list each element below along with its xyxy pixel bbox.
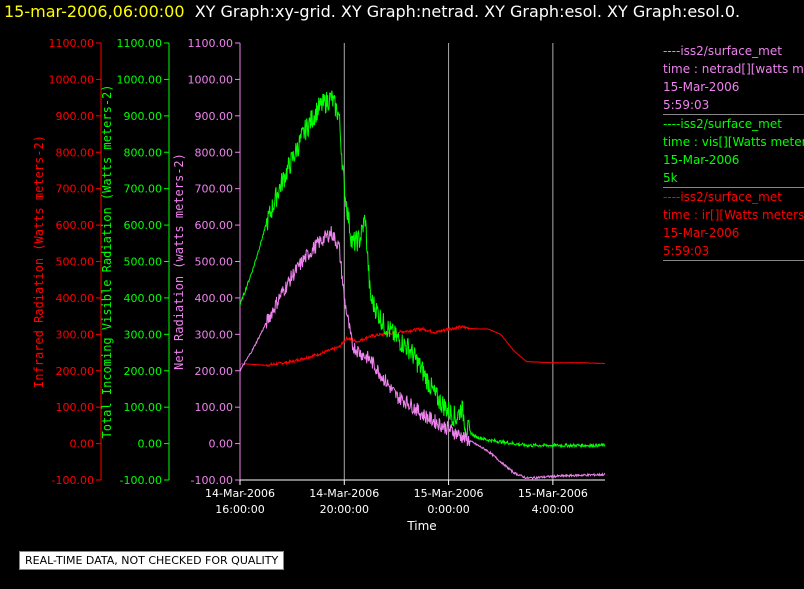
y-tick-label: 400.00: [195, 292, 234, 305]
y-tick-label: 300.00: [195, 328, 234, 341]
x-tick-label-time: 4:00:00: [532, 503, 574, 516]
legend-line: 15-Mar-2006: [663, 153, 740, 167]
y-tick-label: 500.00: [56, 256, 95, 269]
x-tick-label-date: 14-Mar-2006: [205, 487, 275, 500]
legend-line: 5k: [663, 171, 678, 185]
series-line: [240, 324, 606, 367]
y-tick-label: 700.00: [124, 183, 163, 196]
y-tick-label: 100.00: [195, 401, 234, 414]
legend-line: 15-Mar-2006: [663, 80, 740, 94]
y-tick-label: 800.00: [124, 146, 163, 159]
y-tick-label: 100.00: [124, 401, 163, 414]
quality-notice: REAL-TIME DATA, NOT CHECKED FOR QUALITY: [19, 551, 285, 570]
x-axis-title: Time: [406, 519, 436, 533]
y-tick-label: 1100.00: [117, 37, 163, 50]
series-line: [239, 90, 606, 449]
y-tick-label: 700.00: [56, 183, 95, 196]
y-tick-label: 600.00: [124, 219, 163, 232]
series-line: [239, 225, 606, 480]
y-tick-label: 1000.00: [117, 73, 163, 86]
x-tick-label-time: 20:00:00: [320, 503, 369, 516]
x-tick-label-time: 0:00:00: [427, 503, 469, 516]
y-tick-label: 800.00: [56, 146, 95, 159]
y-tick-label: 0.00: [70, 438, 95, 451]
legend-line: 5:59:03: [663, 98, 710, 112]
y-tick-label: -100.00: [191, 474, 233, 487]
y-tick-label: 600.00: [195, 219, 234, 232]
y-tick-label: 1100.00: [49, 37, 95, 50]
legend-line: time : netrad[][watts met: [663, 62, 804, 76]
y-tick-label: 1000.00: [188, 73, 234, 86]
y-tick-label: 400.00: [56, 292, 95, 305]
y-tick-label: 300.00: [124, 328, 163, 341]
y-tick-label: 0.00: [138, 438, 163, 451]
legend-line: 5:59:03: [663, 244, 710, 258]
y-tick-label: 900.00: [195, 110, 234, 123]
y-tick-label: 300.00: [56, 328, 95, 341]
y-tick-label: 0.00: [209, 438, 234, 451]
y-tick-label: 500.00: [195, 256, 234, 269]
legend-line: time : vis[][Watts meter: [663, 135, 804, 149]
y-tick-label: 700.00: [195, 183, 234, 196]
title-bar: 15-mar-2006,06:00:00 XY Graph:xy-grid. X…: [4, 2, 740, 21]
x-tick-label-date: 15-Mar-2006: [518, 487, 588, 500]
x-tick-label-time: 16:00:00: [215, 503, 264, 516]
x-tick-label-date: 14-Mar-2006: [309, 487, 379, 500]
y-axis-title: Infrared Radiation (Watts meters-2): [32, 135, 46, 388]
y-axis-title: Total Incoming Visible Radiation (Watts …: [100, 84, 114, 438]
legend-line: ----iss2/surface_met: [663, 117, 782, 131]
y-tick-label: 200.00: [124, 365, 163, 378]
y-tick-label: 1100.00: [188, 37, 234, 50]
y-tick-label: -100.00: [52, 474, 94, 487]
y-tick-label: 400.00: [124, 292, 163, 305]
y-tick-label: 500.00: [124, 256, 163, 269]
y-tick-label: 600.00: [56, 219, 95, 232]
title-graph-list: XY Graph:xy-grid. XY Graph:netrad. XY Gr…: [194, 2, 741, 21]
legend-line: time : ir[][Watts meters: [663, 208, 804, 222]
y-tick-label: 100.00: [56, 401, 95, 414]
y-tick-label: 200.00: [56, 365, 95, 378]
y-tick-label: 1000.00: [49, 73, 95, 86]
legend-line: ----iss2/surface_met: [663, 190, 782, 204]
y-tick-label: 800.00: [195, 146, 234, 159]
legend-line: 15-Mar-2006: [663, 226, 740, 240]
title-timestamp: 15-mar-2006,06:00:00: [4, 2, 185, 21]
y-axis-title: Net Radiation (watts meters-2): [172, 153, 186, 370]
y-tick-label: -100.00: [120, 474, 162, 487]
y-tick-label: 900.00: [56, 110, 95, 123]
legend-line: ----iss2/surface_met: [663, 44, 782, 58]
y-tick-label: 900.00: [124, 110, 163, 123]
x-tick-label-date: 15-Mar-2006: [414, 487, 484, 500]
y-tick-label: 200.00: [195, 365, 234, 378]
